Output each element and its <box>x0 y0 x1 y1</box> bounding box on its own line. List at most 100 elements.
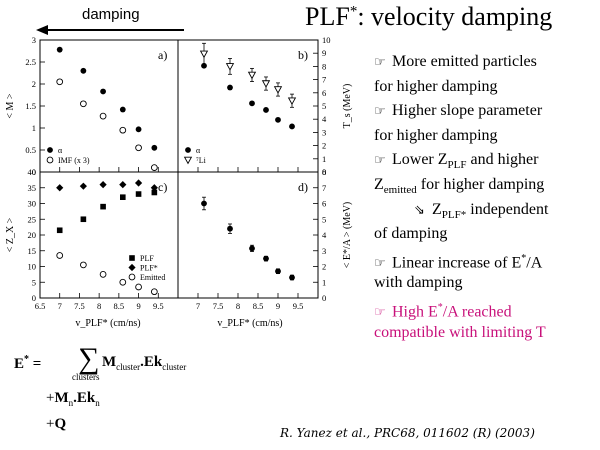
term-neutron: +Mn.Ekn <box>46 390 100 408</box>
y-tick-label: 0 <box>32 293 36 303</box>
x-tick-label: 9.5 <box>293 301 304 311</box>
legend-marker <box>183 156 193 165</box>
pointing-hand-icon: ☞ <box>374 256 386 272</box>
x-tick-label: 8.5 <box>253 301 264 311</box>
figure-frame <box>39 39 319 299</box>
x-tick-label: 7 <box>196 301 200 311</box>
data-point-a-1-4 <box>135 144 142 152</box>
data-point-b-1-4 <box>273 86 283 94</box>
bullet-line: for higher damping <box>374 126 498 144</box>
y-tick-label: 1 <box>322 277 326 287</box>
y-tick-label: 0 <box>322 293 326 303</box>
data-point-a-0-2 <box>100 88 106 95</box>
y-tick-label: 5 <box>322 214 326 224</box>
data-point-b-1-3 <box>261 80 271 88</box>
data-point-a-1-2 <box>99 112 107 120</box>
data-point-d-0-1 <box>227 225 233 232</box>
title-main: PLF <box>305 2 350 31</box>
legend-marker <box>128 273 136 281</box>
data-point-c-1-3 <box>119 181 127 189</box>
data-point-c-0-5 <box>151 189 158 196</box>
legend-text: PLF* <box>140 264 158 273</box>
data-point-a-0-3 <box>119 106 126 113</box>
data-point-b-0-2 <box>249 100 255 107</box>
x-tick-label: 8 <box>97 301 101 311</box>
data-point-b-1-0 <box>199 50 209 59</box>
legend-marker <box>46 156 54 164</box>
bullet-line: ☞ Higher slope parameter <box>374 99 600 124</box>
x-tick-label: 7.5 <box>213 301 224 311</box>
bullet-line: compatible with limiting T <box>374 323 546 341</box>
arrow-icon: ⇘ <box>414 202 425 218</box>
data-point-c-0-1 <box>80 216 87 223</box>
y-tick-label: 8 <box>322 167 326 177</box>
data-point-c-1-4 <box>134 179 143 187</box>
data-point-a-0-4 <box>135 126 142 133</box>
bullet-list: ☞ More emitted particles for higher dampin… <box>374 50 600 345</box>
data-point-a-1-5 <box>150 164 158 171</box>
energy-equation: E* = ∑ clusters Mcluster.Ekcluster +Mn.E… <box>14 340 264 440</box>
data-point-d-0-0 <box>201 200 207 207</box>
y-tick-label: 1 <box>322 154 326 164</box>
data-point-c-2-4 <box>135 283 142 291</box>
y-tick-label: 35 <box>28 183 37 193</box>
data-point-c-2-3 <box>119 278 127 286</box>
data-point-b-0-5 <box>289 123 295 130</box>
data-point-a-1-3 <box>119 126 127 134</box>
legend-text: Emitted <box>140 273 165 282</box>
data-point-c-2-2 <box>99 271 107 278</box>
y-axis-title: < Z_X > <box>5 217 16 252</box>
data-point-c-1-2 <box>99 181 107 189</box>
legend-marker <box>47 147 53 153</box>
y-tick-label: 1.5 <box>25 101 36 111</box>
y-tick-label: 5 <box>322 101 326 111</box>
data-point-b-1-5 <box>287 97 297 106</box>
data-point-c-1-0 <box>56 184 64 192</box>
data-point-c-0-0 <box>56 227 63 234</box>
legend-text: α <box>58 146 63 155</box>
bullet-line: ☞ Linear increase of E*/A <box>374 247 600 272</box>
y-tick-label: 2 <box>32 79 36 89</box>
data-point-d-0-4 <box>275 268 281 275</box>
bullet-line: with damping <box>374 274 463 292</box>
y-tick-label: 4 <box>322 114 327 124</box>
legend-marker <box>128 263 136 272</box>
y-tick-label: 7 <box>322 75 326 85</box>
data-point-b-0-1 <box>227 84 233 91</box>
data-point-b-1-1 <box>225 63 235 71</box>
x-tick-label: 9 <box>136 301 140 311</box>
bullet-line: ⇘ ZPLF* independent <box>374 198 600 223</box>
legend-text: IMF (x 3) <box>58 156 90 165</box>
y-axis-title: T_s (MeV) <box>342 84 353 129</box>
x-axis-title-left: v_PLF* (cm/ns) <box>75 318 140 329</box>
y-tick-label: 30 <box>28 199 37 209</box>
y-tick-label: 2 <box>322 141 326 151</box>
pointing-hand-icon: ☞ <box>374 104 386 120</box>
y-tick-label: 40 <box>28 167 37 177</box>
pointing-hand-icon: ☞ <box>374 305 386 321</box>
damping-arrow <box>36 25 184 35</box>
y-tick-label: 0 <box>32 167 36 177</box>
y-tick-label: 7 <box>322 183 326 193</box>
data-point-b-0-3 <box>263 107 269 113</box>
data-point-d-0-5 <box>289 274 295 281</box>
y-tick-label: 2 <box>322 262 326 272</box>
x-tick-label: 7 <box>58 301 62 311</box>
sum-subscript: clusters <box>72 372 100 382</box>
y-tick-label: 25 <box>28 214 37 224</box>
x-axis-title-right: v_PLF* (cm/ns) <box>217 318 282 329</box>
data-point-a-0-5 <box>151 144 158 151</box>
legend-marker <box>129 255 135 261</box>
data-point-d-0-2 <box>249 245 255 252</box>
y-tick-label: 6 <box>322 88 326 98</box>
title-sup: * <box>349 3 358 20</box>
data-point-c-0-2 <box>100 203 106 210</box>
y-tick-label: 15 <box>28 246 37 256</box>
y-tick-label: 10 <box>322 35 331 45</box>
y-tick-label: 5 <box>32 277 36 287</box>
panel-label-b: b) <box>298 48 308 62</box>
data-point-b-1-2 <box>247 71 257 80</box>
bullet-line: ☞ More emitted particles <box>374 50 600 75</box>
